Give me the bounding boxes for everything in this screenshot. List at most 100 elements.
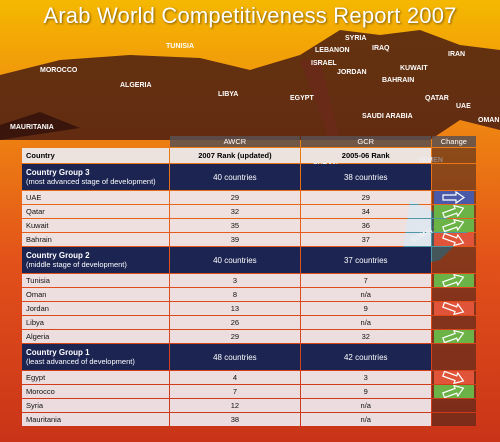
gcr-rank: 7 bbox=[300, 274, 431, 287]
change-cell bbox=[431, 330, 476, 343]
map-label: MOROCCO bbox=[40, 67, 78, 74]
group-note: (least advanced of development) bbox=[26, 357, 135, 366]
country-row: Kuwait 35 36 bbox=[22, 219, 476, 232]
map-label: UAE bbox=[456, 103, 471, 110]
country-row: Syria 12 n/a bbox=[22, 399, 476, 412]
change-cell bbox=[431, 247, 476, 273]
change-icon bbox=[433, 233, 474, 246]
group-note: (middle stage of development) bbox=[26, 260, 127, 269]
change-icon bbox=[433, 371, 474, 384]
map-label: QATAR bbox=[425, 95, 449, 102]
change-cell bbox=[431, 316, 476, 329]
country-name: Bahrain bbox=[22, 233, 169, 246]
header-cell: Change bbox=[431, 136, 476, 147]
header-cell: AWCR bbox=[169, 136, 300, 147]
awcr-rank: 12 bbox=[169, 399, 300, 412]
gcr-rank: 36 bbox=[300, 219, 431, 232]
group-note: (most advanced stage of development) bbox=[26, 177, 156, 186]
gcr-rank: n/a bbox=[300, 288, 431, 301]
country-name: Kuwait bbox=[22, 219, 169, 232]
gcr-rank: 37 bbox=[300, 233, 431, 246]
awcr-rank: 8 bbox=[169, 288, 300, 301]
map-label: IRAN bbox=[448, 51, 465, 58]
group-row: Country Group 3 (most advanced stage of d… bbox=[22, 164, 476, 190]
group-cell: Country Group 2 (middle stage of developm… bbox=[22, 247, 169, 273]
header-cell: 2005-06 Rank bbox=[300, 148, 431, 163]
gcr-rank: 9 bbox=[300, 385, 431, 398]
change-icon bbox=[433, 302, 474, 315]
country-row: Morocco 7 9 bbox=[22, 385, 476, 398]
change-icon bbox=[433, 330, 474, 343]
group-cell: Country Group 1 (least advanced of develo… bbox=[22, 344, 169, 370]
sea bbox=[300, 60, 340, 140]
gcr-rank: 9 bbox=[300, 302, 431, 315]
awcr-rank: 39 bbox=[169, 233, 300, 246]
change-cell bbox=[431, 288, 476, 301]
country-row: Qatar 32 34 bbox=[22, 205, 476, 218]
map-label: BAHRAIN bbox=[382, 77, 414, 84]
change-icon bbox=[433, 274, 474, 287]
group-row: Country Group 1 (least advanced of develo… bbox=[22, 344, 476, 370]
group-count: 48 countries bbox=[169, 344, 300, 370]
change-icon bbox=[433, 205, 474, 218]
map-label: EGYPT bbox=[290, 95, 314, 102]
map-label: KUWAIT bbox=[400, 65, 428, 72]
gcr-rank: n/a bbox=[300, 413, 431, 426]
country-row: Oman 8 n/a bbox=[22, 288, 476, 301]
awcr-rank: 13 bbox=[169, 302, 300, 315]
change-cell bbox=[431, 191, 476, 204]
gcr-rank: 29 bbox=[300, 191, 431, 204]
country-name: Qatar bbox=[22, 205, 169, 218]
subheader-row: Country 2007 Rank (updated) 2005-06 Rank bbox=[22, 148, 476, 163]
header-row: AWCR GCR Change bbox=[22, 136, 476, 147]
group-count: 38 countries bbox=[300, 164, 431, 190]
change-cell bbox=[431, 371, 476, 384]
country-row: Bahrain 39 37 bbox=[22, 233, 476, 246]
awcr-rank: 32 bbox=[169, 205, 300, 218]
header-cell: 2007 Rank (updated) bbox=[169, 148, 300, 163]
map-label: OMAN bbox=[478, 117, 499, 124]
map-label: ISRAEL bbox=[311, 60, 337, 67]
change-cell bbox=[431, 233, 476, 246]
change-icon bbox=[433, 219, 474, 232]
country-name: Oman bbox=[22, 288, 169, 301]
group-count: 37 countries bbox=[300, 247, 431, 273]
change-cell bbox=[431, 205, 476, 218]
country-row: Mauritania 38 n/a bbox=[22, 413, 476, 426]
map-label: LIBYA bbox=[218, 91, 238, 98]
ranking-table: AWCR GCR Change Country 2007 Rank (updated)… bbox=[21, 135, 477, 427]
change-cell bbox=[431, 219, 476, 232]
awcr-rank: 35 bbox=[169, 219, 300, 232]
country-name: Mauritania bbox=[22, 413, 169, 426]
gcr-rank: 34 bbox=[300, 205, 431, 218]
map-label: LEBANON bbox=[315, 47, 350, 54]
awcr-rank: 7 bbox=[169, 385, 300, 398]
header-cell: Country bbox=[22, 148, 169, 163]
country-name: Libya bbox=[22, 316, 169, 329]
map-label: JORDAN bbox=[337, 69, 367, 76]
land bbox=[0, 30, 500, 140]
change-icon bbox=[433, 385, 474, 398]
country-name: Egypt bbox=[22, 371, 169, 384]
change-icon bbox=[433, 191, 474, 204]
awcr-rank: 38 bbox=[169, 413, 300, 426]
map-label: MAURITANIA bbox=[10, 124, 54, 131]
change-cell bbox=[431, 413, 476, 426]
change-cell bbox=[431, 274, 476, 287]
country-name: Jordan bbox=[22, 302, 169, 315]
awcr-rank: 29 bbox=[169, 330, 300, 343]
country-row: Jordan 13 9 bbox=[22, 302, 476, 315]
group-name: Country Group 3 bbox=[26, 168, 90, 177]
country-row: Tunisia 3 7 bbox=[22, 274, 476, 287]
map-label: TUNISIA bbox=[166, 43, 194, 50]
map-label: ALGERIA bbox=[120, 82, 152, 89]
country-name: Algeria bbox=[22, 330, 169, 343]
group-count: 42 countries bbox=[300, 344, 431, 370]
change-cell bbox=[431, 399, 476, 412]
group-count: 40 countries bbox=[169, 247, 300, 273]
country-row: UAE 29 29 bbox=[22, 191, 476, 204]
awcr-rank: 29 bbox=[169, 191, 300, 204]
country-row: Libya 26 n/a bbox=[22, 316, 476, 329]
country-row: Algeria 29 32 bbox=[22, 330, 476, 343]
gcr-rank: n/a bbox=[300, 399, 431, 412]
